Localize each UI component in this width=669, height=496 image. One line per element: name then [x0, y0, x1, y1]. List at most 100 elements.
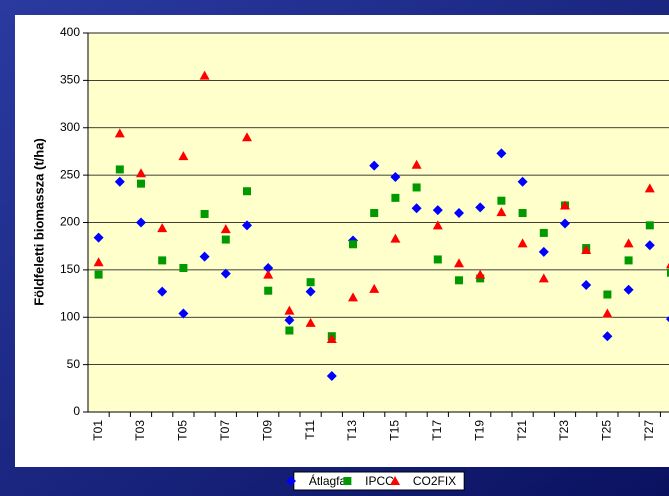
- x-tick-label: T17: [430, 420, 444, 441]
- diamond-marker: [326, 370, 337, 381]
- y-tick-label: 150: [60, 262, 80, 276]
- triangle-marker: [263, 269, 274, 279]
- triangle-marker: [178, 151, 189, 161]
- square-marker: [94, 270, 103, 279]
- triangle-marker: [454, 258, 464, 268]
- triangle-marker: [666, 262, 669, 269]
- triangle-marker: [390, 476, 401, 485]
- diamond-marker: [178, 308, 189, 319]
- triangle-marker: [644, 183, 655, 193]
- diamond-marker: [602, 331, 613, 342]
- x-tick-label: T01: [91, 420, 105, 441]
- square-marker: [221, 235, 230, 244]
- triangle-marker: [114, 128, 125, 138]
- diamond-marker: [242, 220, 252, 231]
- square-marker: [343, 477, 352, 485]
- triangle-marker: [93, 257, 104, 267]
- diamond-marker: [286, 476, 296, 486]
- y-tick-label: 50: [67, 357, 81, 371]
- square-marker: [370, 209, 379, 218]
- diamond-marker: [538, 246, 549, 257]
- triangle-marker: [581, 244, 592, 254]
- diamond-marker: [454, 208, 464, 219]
- x-tick-label: T13: [345, 420, 359, 441]
- triangle-marker: [602, 308, 613, 318]
- triangle-marker: [390, 233, 401, 243]
- triangle-marker: [220, 224, 231, 234]
- diamond-marker: [157, 286, 168, 297]
- x-tick-label: T15: [388, 420, 402, 441]
- square-marker: [391, 193, 400, 202]
- diamond-marker: [114, 176, 125, 187]
- diamond-marker: [644, 240, 655, 251]
- square-marker: [349, 240, 357, 249]
- triangle-marker: [242, 132, 252, 142]
- triangle-marker: [475, 269, 486, 279]
- square-marker: [264, 286, 273, 295]
- legend-label: Átlagfa: [309, 473, 347, 488]
- diamond-marker: [560, 218, 570, 229]
- diamond-marker: [220, 268, 231, 279]
- diamond-marker: [390, 172, 401, 183]
- y-tick-label: 300: [60, 120, 80, 134]
- y-tick-label: 0: [73, 404, 80, 418]
- triangle-marker: [432, 220, 443, 230]
- diamond-marker: [369, 160, 380, 171]
- diamond-marker: [411, 203, 422, 214]
- diamond-marker: [305, 286, 316, 297]
- x-tick-label: T23: [557, 420, 571, 441]
- square-marker: [624, 256, 633, 265]
- triangle-marker: [623, 238, 634, 248]
- square-marker: [285, 326, 294, 335]
- legend-label: IPCC: [365, 474, 394, 488]
- triangle-marker: [305, 317, 316, 327]
- y-tick-label: 200: [60, 215, 80, 229]
- triangle-marker: [326, 334, 337, 344]
- y-axis-title: Földfeletti biomassza (t/ha): [31, 138, 46, 306]
- triangle-marker: [136, 168, 146, 178]
- diamond-marker: [623, 284, 634, 295]
- diamond-marker: [581, 280, 592, 291]
- square-marker: [412, 183, 421, 192]
- square-marker: [158, 256, 167, 265]
- square-marker: [115, 165, 124, 174]
- x-tick-label: T09: [260, 420, 274, 441]
- square-marker: [200, 209, 209, 218]
- diamond-marker: [517, 176, 528, 187]
- triangle-marker: [199, 70, 210, 80]
- triangle-marker: [369, 283, 380, 293]
- x-tick-label: T11: [303, 420, 317, 440]
- x-tick-label: T19: [472, 420, 486, 441]
- diamond-marker: [432, 205, 443, 216]
- square-marker: [667, 268, 669, 277]
- square-marker: [455, 276, 463, 285]
- diamond-marker: [263, 262, 274, 273]
- x-tick-label: T25: [600, 420, 614, 441]
- diamond-marker: [93, 232, 104, 243]
- square-marker: [603, 290, 612, 299]
- square-marker: [306, 278, 315, 287]
- triangle-marker: [157, 223, 168, 233]
- triangle-marker: [348, 292, 358, 302]
- diamond-marker: [496, 148, 507, 159]
- triangle-marker: [517, 238, 528, 248]
- diamond-marker: [284, 315, 295, 326]
- triangle-marker: [411, 159, 422, 169]
- y-tick-label: 400: [60, 25, 80, 39]
- x-tick-label: T03: [133, 420, 147, 441]
- diamond-marker: [475, 202, 486, 213]
- legend-label: CO2FIX: [413, 474, 456, 488]
- x-tick-label: T27: [642, 420, 656, 441]
- square-marker: [497, 196, 506, 205]
- triangle-marker: [538, 273, 549, 283]
- square-marker: [645, 221, 654, 230]
- square-marker: [243, 187, 251, 196]
- square-marker: [137, 179, 145, 188]
- triangle-marker: [560, 200, 570, 210]
- x-tick-label: T07: [218, 420, 232, 441]
- triangle-marker: [284, 305, 295, 315]
- diamond-marker: [136, 217, 146, 228]
- diamond-marker: [666, 316, 669, 323]
